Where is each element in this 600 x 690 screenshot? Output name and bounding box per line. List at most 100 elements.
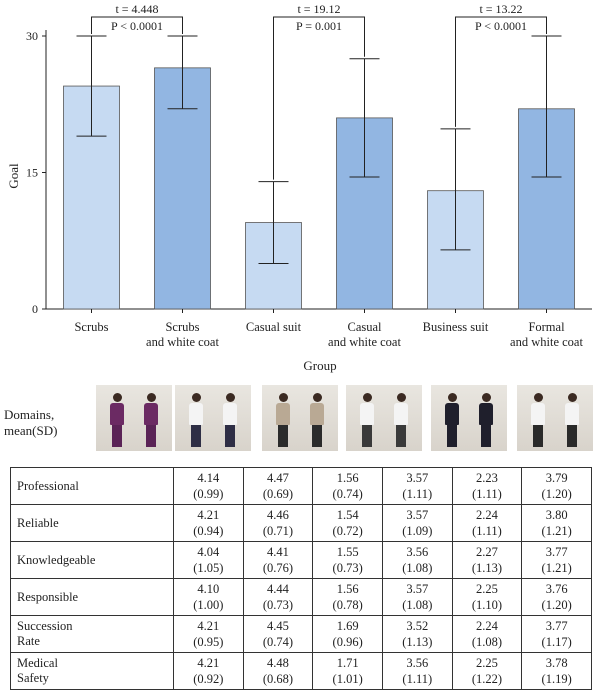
mean-value: 3.52 — [406, 619, 429, 633]
domains-table: Professional 4.14 (0.99) 4.47 (0.69) 1.56 (0.7… — [10, 467, 592, 690]
sd-value: (0.69) — [262, 487, 294, 501]
row-label: Professional — [10, 467, 174, 505]
x-tick-label: and white coat — [510, 335, 583, 349]
row-label-line: Professional — [17, 478, 79, 493]
photo-background — [175, 385, 251, 451]
sd-value: (1.08) — [402, 598, 433, 612]
row-label: Medical Safety — [10, 652, 174, 690]
table-cell: 4.21 (0.94) — [173, 504, 244, 542]
legs-shape — [447, 425, 457, 447]
sd-value: (1.09) — [402, 524, 433, 538]
sd-value: (1.11) — [472, 524, 502, 538]
torso-shape — [144, 403, 158, 425]
mean-value: 4.44 — [267, 582, 289, 596]
table-cell: 4.21 (0.92) — [173, 652, 244, 690]
table-cell: 1.54 (0.72) — [312, 504, 383, 542]
legs-shape — [533, 425, 543, 447]
significance-t-label: t = 19.12 — [297, 2, 340, 16]
significance-bracket — [273, 16, 365, 180]
table-row: Medical Safety 4.21 (0.92) 4.48 (0.68) 1.71 (1.… — [10, 652, 592, 690]
mean-value: 4.45 — [267, 619, 289, 633]
mean-value: 3.56 — [406, 545, 429, 559]
sd-value: (1.13) — [402, 635, 433, 649]
outfit-photo — [431, 385, 507, 451]
sd-value: (0.71) — [262, 524, 294, 538]
x-axis-title: Group — [303, 358, 336, 373]
sd-value: (1.13) — [471, 561, 503, 575]
photo-background — [96, 385, 172, 451]
sd-value: (0.96) — [332, 635, 363, 649]
table-cell: 4.45 (0.74) — [242, 615, 314, 653]
y-axis-title: Goal — [6, 163, 21, 189]
y-tick-label: 30 — [26, 29, 38, 43]
sd-value: (1.00) — [193, 598, 224, 612]
mean-value: 1.55 — [336, 545, 359, 559]
significance-p-label: P = 0.001 — [296, 19, 342, 33]
female-model-figure — [189, 393, 203, 447]
significance-p-label: P < 0.0001 — [475, 19, 527, 33]
mean-value: 4.21 — [197, 619, 220, 633]
torso-shape — [223, 403, 237, 425]
mean-value: 4.48 — [267, 656, 289, 670]
female-model-figure — [276, 393, 290, 447]
table-cell: 4.10 (1.00) — [173, 578, 244, 616]
row-label: Reliable — [10, 504, 174, 542]
head-shape — [191, 393, 201, 402]
sd-value: (0.95) — [193, 635, 224, 649]
table-cell: 4.46 (0.71) — [242, 504, 314, 542]
row-label-line: Succession — [17, 619, 73, 633]
female-model-figure — [445, 393, 459, 447]
sd-value: (1.20) — [541, 598, 572, 612]
legs-shape — [396, 425, 406, 447]
significance-bracket — [455, 16, 547, 127]
table-cell: 1.56 (0.74) — [312, 467, 383, 505]
legs-shape — [362, 425, 372, 447]
sd-value: (1.19) — [541, 672, 572, 686]
row-label-line: Reliable — [17, 515, 59, 530]
table-row: Succession Rate 4.21 (0.95) 4.45 (0.74) 1.69 (0… — [10, 615, 592, 653]
male-model-figure — [479, 393, 493, 447]
torso-shape — [479, 403, 493, 425]
x-tick-label: Casual — [347, 320, 382, 334]
female-model-figure — [110, 393, 124, 447]
table-cell: 4.47 (0.69) — [242, 467, 314, 505]
photo-background — [517, 385, 593, 451]
torso-shape — [276, 403, 290, 425]
male-model-figure — [565, 393, 579, 447]
head-shape — [112, 393, 122, 402]
mean-value: 3.77 — [545, 545, 568, 559]
x-tick-label: Scrubs — [74, 320, 108, 334]
table-row: Knowledgeable 4.04 (1.05) 4.41 (0.76) 1.55 (0.… — [10, 541, 592, 579]
outfit-photo — [517, 385, 593, 451]
mean-value: 2.27 — [476, 545, 498, 559]
torso-shape — [445, 403, 459, 425]
mean-value: 2.25 — [476, 582, 498, 596]
table-cell: 2.25 (1.10) — [451, 578, 523, 616]
mean-value: 3.56 — [406, 656, 429, 670]
x-tick-label: and white coat — [328, 335, 401, 349]
legs-shape — [312, 425, 322, 447]
mean-value: 3.76 — [545, 582, 568, 596]
sd-value: (0.73) — [262, 598, 294, 612]
table-cell: 4.48 (0.68) — [242, 652, 314, 690]
sd-value: (0.74) — [262, 635, 294, 649]
photo-background — [346, 385, 422, 451]
torso-shape — [189, 403, 203, 425]
y-tick-label: 0 — [32, 302, 38, 316]
table-row: Professional 4.14 (0.99) 4.47 (0.69) 1.56 (0.7… — [10, 467, 592, 505]
table-cell: 3.77 (1.17) — [521, 615, 592, 653]
table-cell: 2.23 (1.11) — [451, 467, 523, 505]
mean-value: 4.10 — [197, 582, 220, 596]
head-shape — [533, 393, 543, 402]
table-cell: 3.56 (1.08) — [381, 541, 453, 579]
head-shape — [481, 393, 491, 402]
legs-shape — [191, 425, 201, 447]
sd-value: (1.10) — [471, 598, 503, 612]
sd-value: (0.72) — [332, 524, 363, 538]
row-label-line: Safety — [17, 671, 49, 685]
sd-value: (1.05) — [193, 561, 224, 575]
mean-value: 4.46 — [267, 508, 289, 522]
table-cell: 4.14 (0.99) — [173, 467, 244, 505]
head-shape — [396, 393, 406, 402]
